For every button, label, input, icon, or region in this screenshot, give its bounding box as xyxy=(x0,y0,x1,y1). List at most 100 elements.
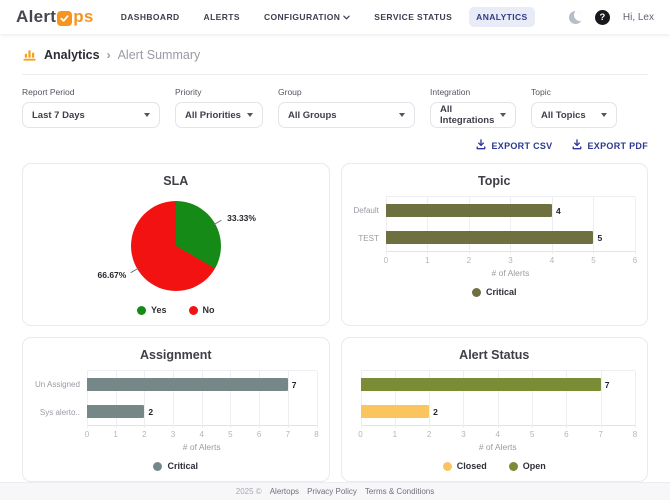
legend-label: Critical xyxy=(167,461,198,471)
legend-item-open: Open xyxy=(509,461,546,471)
tick-label: 3 xyxy=(461,430,465,439)
assignment-card: Assignment Un AssignedSys alerto..720123… xyxy=(22,337,330,482)
caret-down-icon xyxy=(399,113,405,117)
chart-title-topic: Topic xyxy=(354,174,636,188)
category-axis xyxy=(354,370,361,426)
export-csv-button[interactable]: EXPORT CSV xyxy=(476,139,552,152)
download-icon xyxy=(476,139,486,152)
selected-value: All Groups xyxy=(288,110,337,121)
bar-sys-alerto- xyxy=(87,405,144,418)
breadcrumb-section[interactable]: Analytics xyxy=(44,48,100,62)
export-pdf-button[interactable]: EXPORT PDF xyxy=(572,139,648,152)
tick-label: 1 xyxy=(425,256,429,265)
tick-label: 7 xyxy=(598,430,602,439)
nav-label: SERVICE STATUS xyxy=(374,12,452,22)
pie-label-yes: 33.33% xyxy=(227,213,256,223)
page-footer: 2025 © Alertops Privacy Policy Terms & C… xyxy=(0,482,670,500)
nav-label: CONFIGURATION xyxy=(264,12,340,22)
legend-label: Critical xyxy=(486,287,517,297)
filter-report-period: Report Period Last 7 Days xyxy=(22,87,160,128)
bar-chart-area: Un AssignedSys alerto..72012345678# of A… xyxy=(35,370,317,452)
tick-label: 6 xyxy=(564,430,568,439)
nav-item-alerts[interactable]: ALERTS xyxy=(197,7,247,27)
top-navbar: Alert ps DASHBOARD ALERTS CONFIGURATION … xyxy=(0,0,670,34)
legend-dot xyxy=(443,462,452,471)
legend-item-critical: Critical xyxy=(153,461,198,471)
selected-value: All Topics xyxy=(541,110,586,121)
category-label: TEST xyxy=(354,224,379,252)
bar-value: 2 xyxy=(433,407,438,417)
help-icon[interactable]: ? xyxy=(595,10,610,25)
selected-value: Last 7 Days xyxy=(32,110,85,121)
tick-label: 2 xyxy=(427,430,431,439)
nav-item-dashboard[interactable]: DASHBOARD xyxy=(114,7,187,27)
dark-mode-moon-icon[interactable] xyxy=(569,11,582,24)
x-axis-title: # of Alerts xyxy=(386,268,635,278)
gridline xyxy=(317,371,318,428)
terms-conditions-link[interactable]: Terms & Conditions xyxy=(365,487,434,496)
nav-item-service-status[interactable]: SERVICE STATUS xyxy=(367,7,459,27)
legend-dot xyxy=(153,462,162,471)
x-axis-ticks: 0123456 xyxy=(386,256,635,266)
alertops-logo[interactable]: Alert ps xyxy=(16,7,94,27)
legend-dot xyxy=(137,306,146,315)
tick-label: 0 xyxy=(358,430,362,439)
topic-select[interactable]: All Topics xyxy=(531,102,617,128)
alert-status-bar-chart: 72012345678# of AlertsClosedOpen xyxy=(354,370,636,471)
tick-label: 4 xyxy=(496,430,500,439)
tick-label: 5 xyxy=(591,256,595,265)
legend-label: Yes xyxy=(151,305,167,315)
privacy-policy-link[interactable]: Privacy Policy xyxy=(307,487,357,496)
tick-label: 1 xyxy=(393,430,397,439)
copyright-text: 2025 © xyxy=(236,487,262,496)
selected-value: All Integrations xyxy=(440,104,500,126)
legend-item-no: No xyxy=(189,305,215,315)
tick-label: 1 xyxy=(113,430,117,439)
tick-label: 3 xyxy=(508,256,512,265)
user-greeting[interactable]: Hi, Lex xyxy=(623,12,654,23)
bar-closed xyxy=(361,405,430,418)
tick-label: 7 xyxy=(286,430,290,439)
main-content: Analytics › Alert Summary Report Period … xyxy=(0,34,670,482)
sla-pie-chart: 33.33%66.67%YesNo xyxy=(35,196,317,315)
tick-label: 2 xyxy=(142,430,146,439)
nav-item-analytics[interactable]: ANALYTICS xyxy=(469,7,534,27)
tick-label: 5 xyxy=(530,430,534,439)
chart-legend: Critical xyxy=(354,287,636,297)
navbar-right: ? Hi, Lex xyxy=(569,10,654,25)
main-nav: DASHBOARD ALERTS CONFIGURATION SERVICE S… xyxy=(114,7,535,27)
legend-label: Open xyxy=(523,461,546,471)
gridline xyxy=(635,197,636,254)
filter-label: Priority xyxy=(175,87,263,97)
legend-label: No xyxy=(203,305,215,315)
integration-select[interactable]: All Integrations xyxy=(430,102,516,128)
bar-value: 7 xyxy=(605,380,610,390)
group-select[interactable]: All Groups xyxy=(278,102,415,128)
tick-label: 4 xyxy=(550,256,554,265)
report-period-select[interactable]: Last 7 Days xyxy=(22,102,160,128)
bar-plot: 72 xyxy=(361,370,636,426)
tick-label: 8 xyxy=(633,430,637,439)
category-label: Un Assigned xyxy=(35,370,80,398)
bar-default xyxy=(386,204,552,217)
breadcrumb-separator: › xyxy=(107,48,111,62)
bar-value: 2 xyxy=(148,407,153,417)
logo-text-dark: Alert xyxy=(16,7,56,27)
bar-row: 4 xyxy=(386,197,635,224)
download-icon xyxy=(572,139,582,152)
category-label: Default xyxy=(354,196,379,224)
tick-label: 2 xyxy=(467,256,471,265)
priority-select[interactable]: All Priorities xyxy=(175,102,263,128)
chart-legend: Yes No xyxy=(35,305,317,315)
bar-value: 7 xyxy=(292,380,297,390)
selected-value: All Priorities xyxy=(185,110,241,121)
bar-chart-area: 72012345678# of Alerts xyxy=(354,370,636,452)
bar-plot: 45 xyxy=(386,196,635,252)
tick-label: 6 xyxy=(633,256,637,265)
breadcrumb-page: Alert Summary xyxy=(118,48,201,62)
bar-test xyxy=(386,231,594,244)
plot-column: 72012345678# of Alerts xyxy=(87,370,317,452)
footer-brand-link[interactable]: Alertops xyxy=(270,487,299,496)
nav-item-configuration[interactable]: CONFIGURATION xyxy=(257,7,357,27)
caret-down-icon xyxy=(601,113,607,117)
